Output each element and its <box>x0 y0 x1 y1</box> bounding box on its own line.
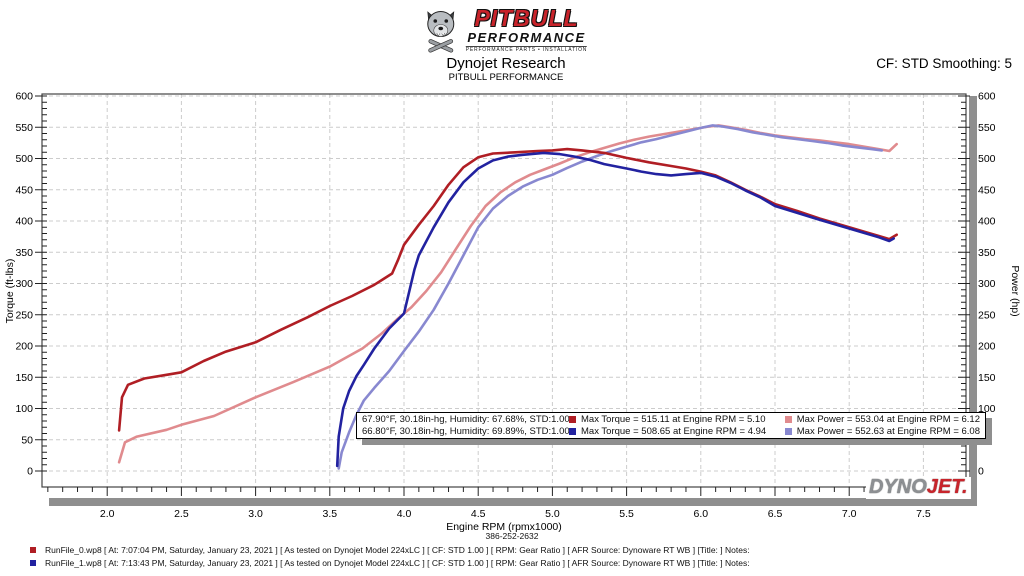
legend-row-run0: 67.90°F, 30.18in-hg, Humidity: 67.68%, S… <box>362 414 980 425</box>
svg-text:0: 0 <box>978 466 984 478</box>
svg-text:150: 150 <box>978 372 996 384</box>
left-axis-title: Torque (ft-lbs) <box>4 259 16 324</box>
legend-row-run1: 66.80°F, 30.18in-hg, Humidity: 69.89%, S… <box>362 426 980 437</box>
plot-border <box>41 93 967 488</box>
svg-text:4.5: 4.5 <box>471 508 486 520</box>
svg-text:6.0: 6.0 <box>693 508 708 520</box>
curve-power-run-1 <box>337 124 884 470</box>
curve-torque-run-1 <box>335 151 896 468</box>
dynojet-logo-jet: JET. <box>926 476 968 498</box>
svg-text:7.5: 7.5 <box>916 508 931 520</box>
svg-text:7.0: 7.0 <box>842 508 857 520</box>
run1-file-info: RunFile_1.wp8 [ At: 7:13:43 PM, Saturday… <box>45 557 750 568</box>
svg-text:550: 550 <box>978 122 996 134</box>
svg-text:4.0: 4.0 <box>397 508 412 520</box>
run-file-row: RunFile_1.wp8 [ At: 7:13:43 PM, Saturday… <box>30 556 750 569</box>
svg-text:400: 400 <box>978 216 996 228</box>
svg-text:300: 300 <box>15 278 33 290</box>
svg-text:600: 600 <box>15 91 33 103</box>
dynojet-logo: DYNOJET. <box>866 477 971 499</box>
svg-text:50: 50 <box>21 434 33 446</box>
svg-text:50: 50 <box>978 434 990 446</box>
x-axis <box>47 487 954 496</box>
pitbull-logo: PITBULL PERFORMANCE PERFORMANCE PARTS • … <box>421 5 588 54</box>
svg-text:450: 450 <box>978 184 996 196</box>
run1-max-torque: Max Torque = 508.65 at Engine RPM = 4.94 <box>581 426 767 437</box>
svg-text:0: 0 <box>27 466 33 478</box>
run1-torque-swatch <box>569 428 576 435</box>
svg-text:300: 300 <box>978 278 996 290</box>
svg-text:3.0: 3.0 <box>248 508 263 520</box>
report-title: Dynojet Research <box>446 55 566 72</box>
svg-text:400: 400 <box>15 216 33 228</box>
dyno-curves <box>117 124 899 470</box>
run-file-list: RunFile_0.wp8 [ At: 7:07:04 PM, Saturday… <box>30 543 750 569</box>
brand-subname: PERFORMANCE <box>467 30 586 45</box>
run1-color-swatch <box>30 559 36 566</box>
svg-text:2.0: 2.0 <box>100 508 115 520</box>
brand-tagline: PERFORMANCE PARTS • INSTALLATION <box>465 46 588 53</box>
x-axis-title: Engine RPM (rpmx1000) <box>446 521 562 533</box>
svg-text:2.5: 2.5 <box>174 508 189 520</box>
run0-max-power: Max Power = 553.04 at Engine RPM = 6.12 <box>796 414 980 425</box>
svg-text:5.0: 5.0 <box>545 508 560 520</box>
svg-text:350: 350 <box>15 247 33 259</box>
pitbull-logo-text: PITBULL PERFORMANCE PERFORMANCE PARTS • … <box>465 5 588 53</box>
run-file-row: RunFile_0.wp8 [ At: 7:07:04 PM, Saturday… <box>30 543 750 556</box>
svg-text:100: 100 <box>15 403 33 415</box>
report-subtitle: PITBULL PERFORMANCE <box>448 72 564 83</box>
y-axes <box>35 95 970 472</box>
right-axis-title: Power (hp) <box>1009 265 1021 316</box>
run0-color-swatch <box>30 546 36 553</box>
svg-text:350: 350 <box>978 247 996 259</box>
run0-conditions: 67.90°F, 30.18in-hg, Humidity: 67.68%, S… <box>362 414 570 425</box>
svg-text:550: 550 <box>15 122 33 134</box>
svg-text:150: 150 <box>15 372 33 384</box>
legend-box: 67.90°F, 30.18in-hg, Humidity: 67.68%, S… <box>356 412 986 439</box>
svg-text:5.5: 5.5 <box>619 508 634 520</box>
correction-factor-label: CF: STD Smoothing: 5 <box>876 56 1012 71</box>
run1-power-swatch <box>784 428 792 435</box>
run0-power-swatch <box>784 416 792 423</box>
svg-text:250: 250 <box>15 309 33 321</box>
svg-text:600: 600 <box>978 91 996 103</box>
run0-max-torque: Max Torque = 515.11 at Engine RPM = 5.10 <box>581 414 766 425</box>
svg-text:450: 450 <box>15 184 33 196</box>
curve-torque-run-0 <box>117 147 899 432</box>
brand-name: PITBULL <box>474 5 579 31</box>
svg-text:6.5: 6.5 <box>768 508 783 520</box>
run1-conditions: 66.80°F, 30.18in-hg, Humidity: 69.89%, S… <box>362 426 570 437</box>
dynojet-logo-dyno: DYNO <box>869 476 927 498</box>
svg-text:500: 500 <box>978 153 996 165</box>
run0-torque-swatch <box>569 416 576 423</box>
svg-text:250: 250 <box>978 309 996 321</box>
frame-shadow <box>49 96 977 506</box>
svg-text:200: 200 <box>978 341 996 353</box>
run0-file-info: RunFile_0.wp8 [ At: 7:07:04 PM, Saturday… <box>45 544 750 555</box>
svg-text:200: 200 <box>15 341 33 353</box>
svg-text:3.5: 3.5 <box>322 508 337 520</box>
phone-number: 386-252-2632 <box>485 531 539 541</box>
run1-max-power: Max Power = 552.63 at Engine RPM = 6.08 <box>796 426 980 437</box>
pitbull-dog-icon <box>427 11 455 53</box>
svg-text:500: 500 <box>15 153 33 165</box>
x-axis-labels: 2.0 2.5 3.0 3.5 4.0 4.5 5.0 5.5 6.0 6.5 7.0 7.5 <box>100 508 931 520</box>
